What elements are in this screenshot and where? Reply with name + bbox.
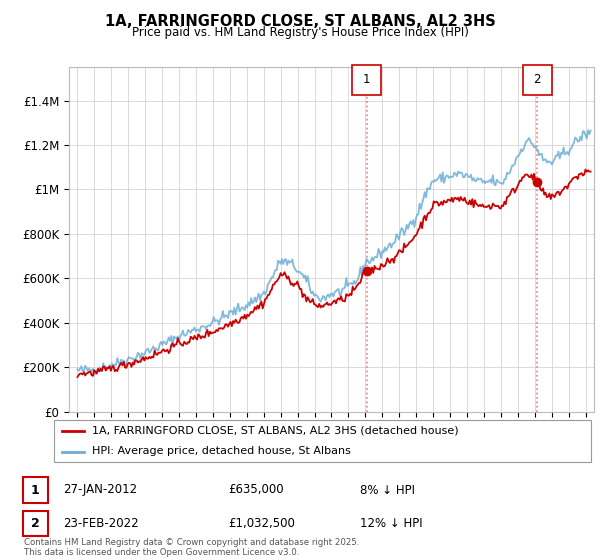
Text: HPI: Average price, detached house, St Albans: HPI: Average price, detached house, St A… bbox=[92, 446, 350, 456]
Text: Contains HM Land Registry data © Crown copyright and database right 2025.
This d: Contains HM Land Registry data © Crown c… bbox=[24, 538, 359, 557]
Text: 1: 1 bbox=[363, 73, 370, 86]
FancyBboxPatch shape bbox=[352, 66, 381, 95]
FancyBboxPatch shape bbox=[54, 420, 591, 462]
Text: 1A, FARRINGFORD CLOSE, ST ALBANS, AL2 3HS (detached house): 1A, FARRINGFORD CLOSE, ST ALBANS, AL2 3H… bbox=[92, 426, 458, 436]
Text: 1: 1 bbox=[31, 483, 40, 497]
Text: 23-FEB-2022: 23-FEB-2022 bbox=[63, 517, 139, 530]
FancyBboxPatch shape bbox=[523, 66, 552, 95]
Text: 27-JAN-2012: 27-JAN-2012 bbox=[63, 483, 137, 497]
Text: £1,032,500: £1,032,500 bbox=[228, 517, 295, 530]
Text: 2: 2 bbox=[31, 517, 40, 530]
Text: 1A, FARRINGFORD CLOSE, ST ALBANS, AL2 3HS: 1A, FARRINGFORD CLOSE, ST ALBANS, AL2 3H… bbox=[104, 14, 496, 29]
Text: Price paid vs. HM Land Registry's House Price Index (HPI): Price paid vs. HM Land Registry's House … bbox=[131, 26, 469, 39]
Text: 12% ↓ HPI: 12% ↓ HPI bbox=[360, 517, 422, 530]
Text: £635,000: £635,000 bbox=[228, 483, 284, 497]
Text: 2: 2 bbox=[533, 73, 541, 86]
Text: 8% ↓ HPI: 8% ↓ HPI bbox=[360, 483, 415, 497]
